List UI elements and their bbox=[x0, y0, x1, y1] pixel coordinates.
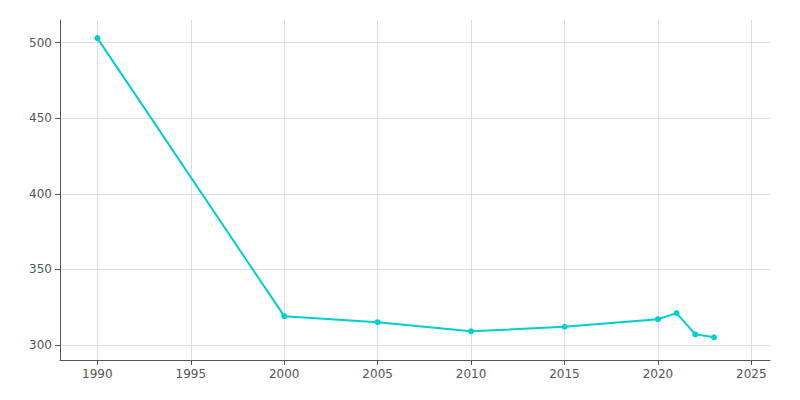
svg-text:300: 300 bbox=[29, 338, 52, 352]
svg-text:350: 350 bbox=[29, 262, 52, 276]
svg-text:2005: 2005 bbox=[362, 367, 393, 381]
svg-text:450: 450 bbox=[29, 111, 52, 125]
svg-text:1990: 1990 bbox=[82, 367, 113, 381]
svg-text:2010: 2010 bbox=[456, 367, 487, 381]
svg-text:500: 500 bbox=[29, 36, 52, 50]
svg-text:2015: 2015 bbox=[549, 367, 580, 381]
svg-text:2025: 2025 bbox=[736, 367, 767, 381]
svg-text:400: 400 bbox=[29, 187, 52, 201]
svg-text:1995: 1995 bbox=[176, 367, 207, 381]
svg-text:2000: 2000 bbox=[269, 367, 300, 381]
svg-text:2020: 2020 bbox=[643, 367, 674, 381]
